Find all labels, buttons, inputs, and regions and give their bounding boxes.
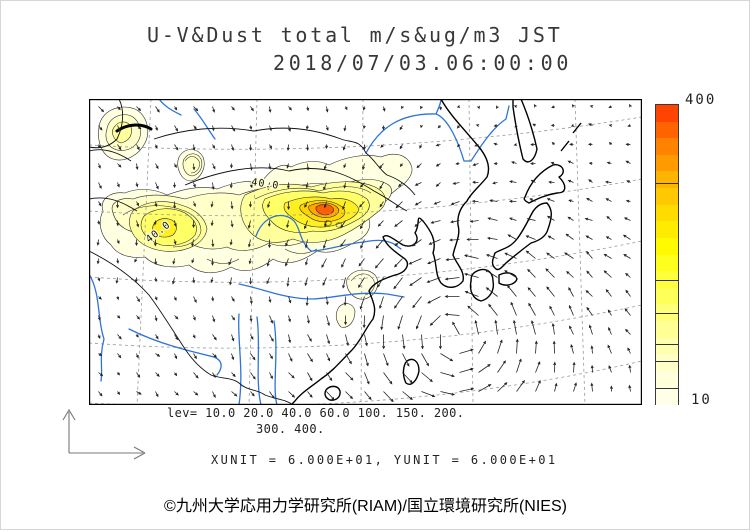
colorbar-segment	[656, 204, 678, 222]
colorbar-segment	[656, 154, 678, 173]
colorbar-segment	[656, 387, 678, 405]
colorbar	[655, 104, 679, 405]
island-sakhalin	[512, 99, 538, 163]
colorbar-tick	[656, 344, 678, 346]
river-amur	[365, 105, 510, 162]
colorbar-segment	[656, 188, 678, 206]
colorbar-tick	[656, 279, 678, 281]
country-borders	[89, 99, 416, 405]
island-hainan	[324, 385, 341, 401]
colorbar-segment	[656, 370, 678, 388]
y-unit-arrow	[62, 408, 76, 453]
rivers	[89, 99, 510, 405]
dust-map-svg: 40.040.0	[89, 99, 642, 405]
colorbar-tick	[656, 312, 678, 314]
island-hokkaido	[523, 164, 566, 204]
colorbar-segment	[656, 237, 678, 256]
island-shikoku	[498, 272, 518, 286]
island-honshu	[491, 202, 552, 271]
vector-units-label: XUNIT = 6.000E+01, YUNIT = 6.000E+01	[211, 453, 558, 467]
colorbar-segment	[656, 337, 678, 355]
chart-title: U-V&Dust total m/s&ug/m3 JST	[147, 23, 563, 47]
colorbar-max-label: 400	[685, 92, 717, 108]
map-frame	[89, 99, 642, 405]
colorbar-segment	[656, 105, 678, 123]
island-kyushu	[469, 268, 495, 302]
chart-datetime: 2018/07/03.06:00:00	[273, 51, 573, 75]
colorbar-segment	[656, 271, 678, 289]
contour-label: 40.0	[251, 177, 280, 192]
river-yellow	[255, 214, 402, 252]
dust-map: 40.0 40.0	[89, 99, 642, 405]
credit-text: ©九州大学応用力学研究所(RIAM)/国立環境研究所(NIES)	[164, 498, 567, 515]
x-unit-arrow	[69, 446, 146, 460]
colorbar-segment	[656, 138, 678, 156]
contour-levels-line2: 300. 400.	[256, 422, 325, 436]
colorbar-segment	[656, 354, 678, 372]
colorbar-segment	[656, 221, 678, 239]
colorbar-segment	[656, 287, 678, 305]
colorbar-segment	[656, 254, 678, 272]
river-yangtze	[238, 283, 405, 300]
colorbar-tick	[656, 387, 678, 389]
contour-fills	[98, 106, 413, 328]
dust-fill-level1	[335, 303, 356, 328]
wind-vector-field	[96, 103, 632, 403]
colorbar-min-label: 10	[691, 392, 712, 408]
colorbar-tick	[656, 182, 678, 184]
colorbar-segment	[656, 320, 678, 339]
contour-rings	[122, 156, 375, 296]
wind-vectors	[96, 103, 632, 403]
island-taiwan	[402, 358, 420, 385]
colorbar-segment	[656, 121, 678, 139]
contour-levels-line1: lev= 10.0 20.0 40.0 60.0 100. 150. 200.	[167, 406, 465, 420]
coastlines	[290, 99, 582, 405]
unit-vector-arrows	[62, 408, 146, 460]
coast-mainland	[290, 99, 490, 405]
colorbar-tick	[656, 360, 678, 362]
colorbar-segment	[656, 171, 678, 189]
